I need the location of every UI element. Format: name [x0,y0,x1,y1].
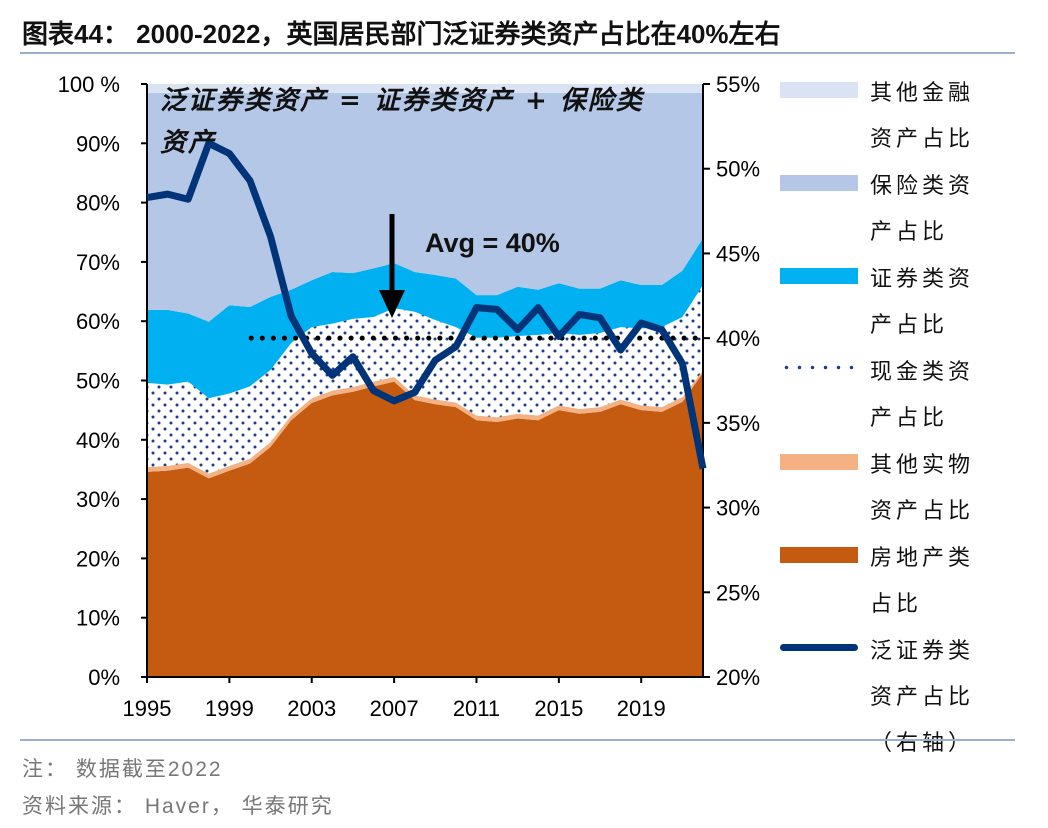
right-tick-label: 50% [716,157,760,182]
left-tick-label: 80% [76,191,120,216]
left-tick-label: 60% [76,309,120,334]
left-tick-label: 70% [76,250,120,275]
title-divider [20,52,1015,54]
legend-swatch [780,361,858,377]
legend-label: 其他金融资产占比 [870,80,975,151]
arrow-down-icon [379,290,405,318]
x-tick-label: 2019 [617,696,666,721]
left-tick-label: 50% [76,369,120,394]
x-tick-label: 1999 [205,696,254,721]
left-tick-label: 0% [88,665,120,690]
left-tick-label: 30% [76,487,120,512]
left-tick-label: 90% [76,131,120,156]
legend-swatch [780,547,858,563]
right-tick-label: 55% [716,72,760,97]
line-series [146,139,707,470]
right-tick-label: 35% [716,411,760,436]
legend-label: 证券类资产占比 [870,266,975,337]
legend-label: 保险类资产占比 [870,173,975,244]
right-tick-label: 30% [716,496,760,521]
note-text: 注： 数据截至2022 [22,758,223,781]
area-0 [147,372,703,677]
x-tick-label: 2007 [370,696,419,721]
left-tick-label: 20% [76,546,120,571]
chart-title: 图表44： 2000-2022，英国居民部门泛证券类资产占比在40%左右 [22,19,781,49]
area-4 [147,92,703,322]
x-tick-label: 2003 [287,696,336,721]
right-tick-label: 40% [716,326,760,351]
legend-swatch [780,175,858,191]
legend-label: 泛证券类资产占比（右轴） [870,638,975,755]
left-tick-label: 40% [76,428,120,453]
right-tick-label: 20% [716,665,760,690]
right-tick-label: 25% [716,580,760,605]
legend-label: 房地产类占比 [870,545,975,616]
footer-divider [20,739,1015,741]
legend-label: 现金类资产占比 [870,359,975,430]
x-tick-label: 1995 [123,696,172,721]
left-tick-label: 100 % [58,72,120,97]
legend-swatch [780,644,858,651]
legend-swatch [780,82,858,98]
right-tick-label: 45% [716,241,760,266]
x-tick-label: 2011 [453,696,500,721]
legend-swatch [780,268,858,284]
left-tick-label: 10% [76,606,120,631]
avg-annotation: Avg = 40% [425,228,560,258]
source-text: 资料来源： Haver， 华泰研究 [22,795,334,818]
definition-annotation: 泛证券类资产 = 证券类资产 + 保险类资产 [160,86,644,158]
legend-label: 其他实物资产占比 [870,452,975,523]
area-5 [147,84,703,93]
legend-swatch [780,454,858,470]
x-tick-label: 2015 [534,696,583,721]
